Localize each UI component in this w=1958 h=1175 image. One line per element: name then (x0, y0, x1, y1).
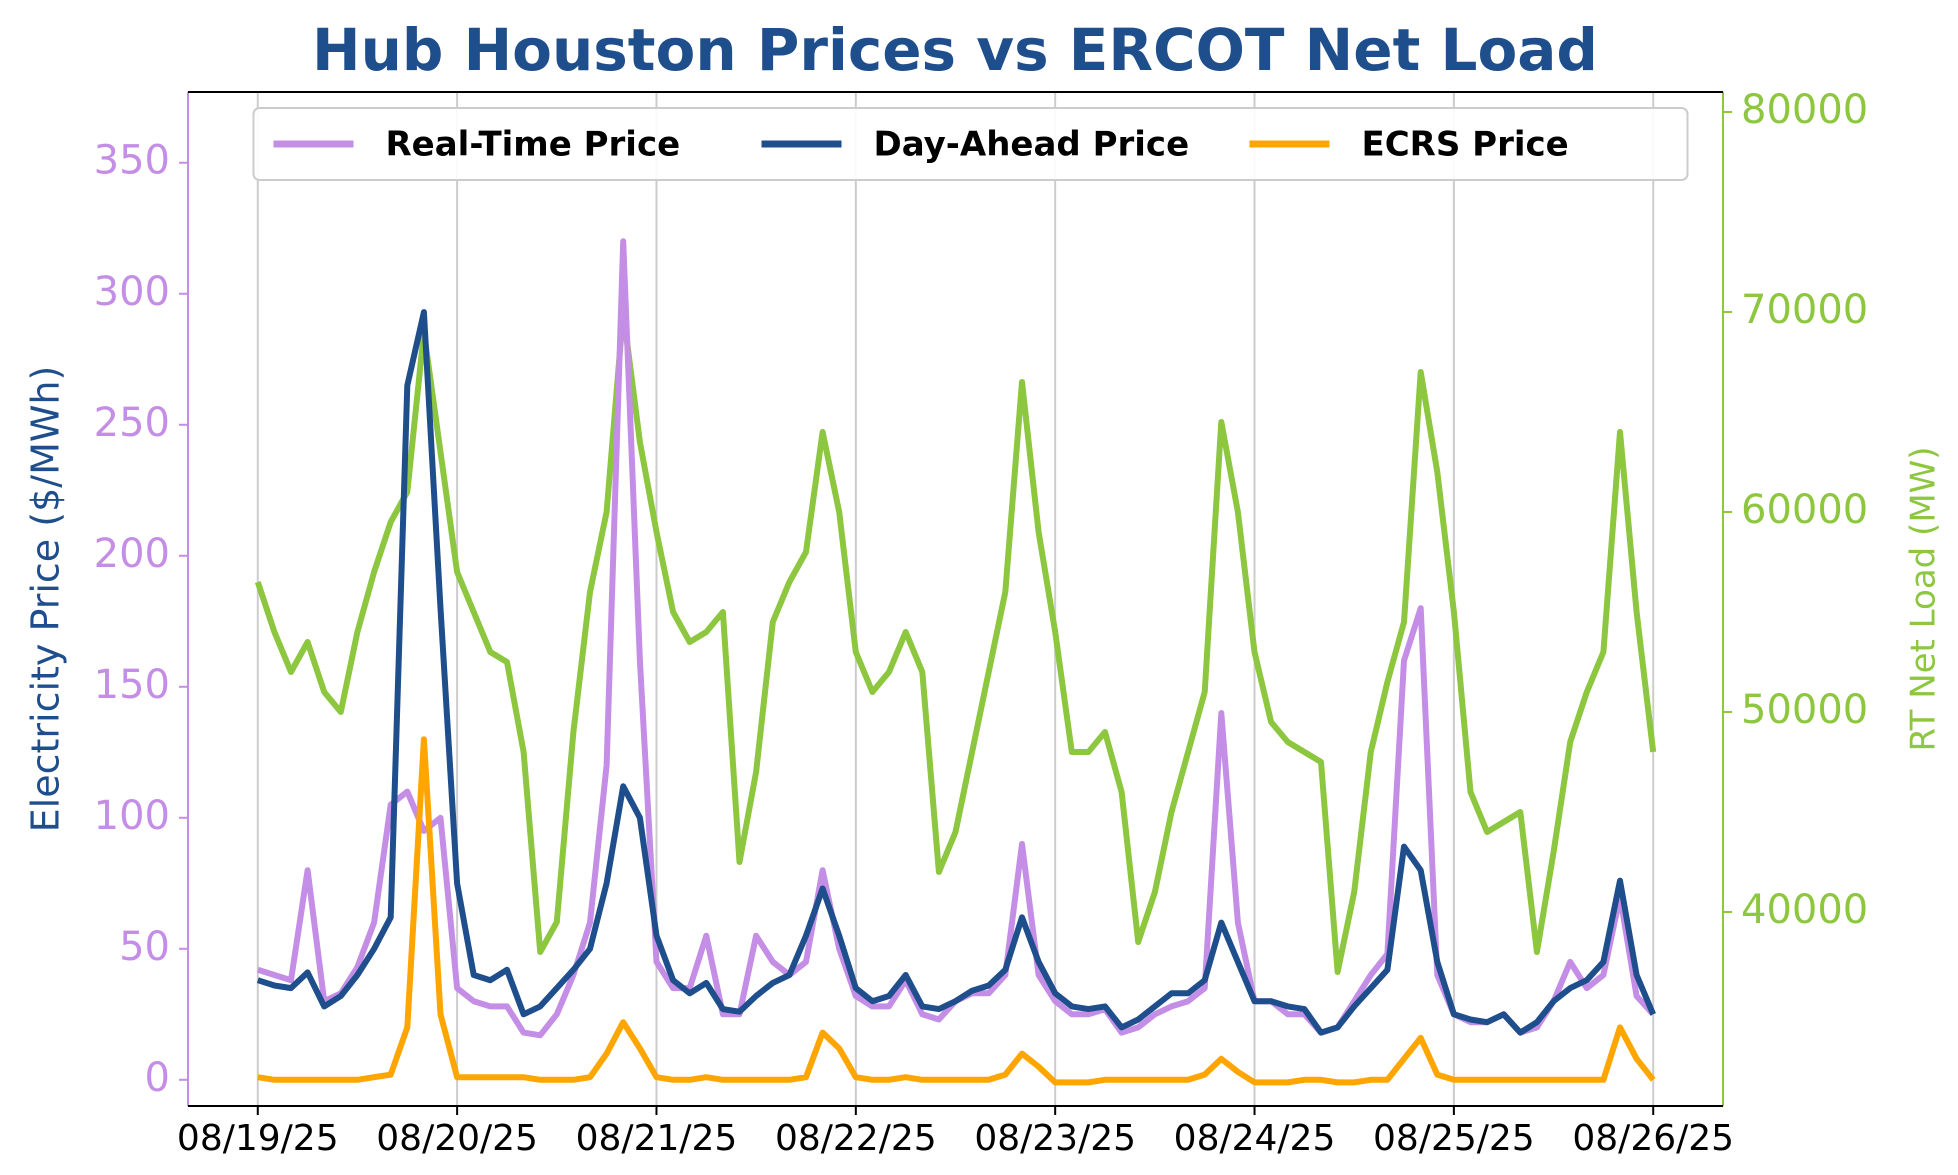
x-tick-label: 08/22/25 (775, 1118, 937, 1159)
y-tick-label: 350 (94, 138, 170, 184)
y2-axis-label: RT Net Load (MW) (1904, 446, 1944, 751)
y2-tick-label: 40000 (1741, 887, 1868, 933)
y2-tick-label: 80000 (1741, 87, 1868, 133)
x-tick-label: 08/25/25 (1373, 1118, 1535, 1159)
y2-tick-label: 70000 (1741, 287, 1868, 333)
y2-tick-label: 60000 (1741, 487, 1868, 533)
series-line (256, 309, 1656, 1036)
y-tick-label: 0 (145, 1055, 170, 1101)
chart-title: Hub Houston Prices vs ERCOT Net Load (312, 16, 1598, 84)
series-line (254, 309, 1657, 975)
y-tick-label: 250 (94, 400, 170, 446)
legend-label: Day-Ahead Price (874, 125, 1190, 165)
y2-tick-label: 50000 (1741, 687, 1868, 733)
x-tick-label: 08/24/25 (1174, 1118, 1336, 1159)
y-tick-label: 100 (94, 793, 170, 839)
x-tick-label: 08/19/25 (177, 1118, 339, 1159)
y-tick-label: 200 (94, 531, 170, 577)
series-line (257, 736, 1656, 1086)
y-tick-label: 50 (119, 924, 170, 970)
x-tick-label: 08/26/25 (1572, 1118, 1734, 1159)
x-tick-label: 08/23/25 (974, 1118, 1136, 1159)
legend: Real-Time Price Day-Ahead Price ECRS Price (252, 107, 1689, 181)
series-line (256, 238, 1656, 1039)
x-tick-label: 08/21/25 (576, 1118, 738, 1159)
y-axis-label: Electricity Price ($/MWh) (24, 366, 68, 833)
legend-label: ECRS Price (1362, 125, 1569, 165)
y-tick-label: 300 (94, 269, 170, 315)
legend-box (252, 107, 1689, 181)
x-tick-label: 08/20/25 (376, 1118, 538, 1159)
legend-label: Real-Time Price (386, 125, 681, 165)
y-tick-label: 150 (94, 662, 170, 708)
